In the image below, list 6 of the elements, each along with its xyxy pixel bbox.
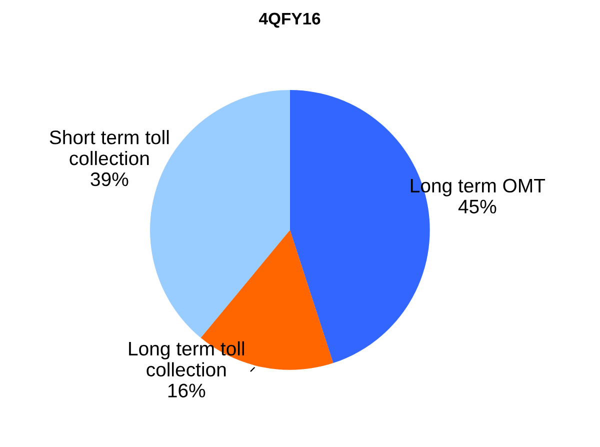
data-label: 39% [90, 172, 128, 186]
data-label: 45% [458, 200, 496, 214]
slice-label: Long term toll collection [129, 341, 244, 377]
data-label: 16% [168, 384, 206, 398]
slice-label: Short term toll collection [50, 130, 169, 166]
chart-title: 4QFY16 [259, 12, 320, 28]
